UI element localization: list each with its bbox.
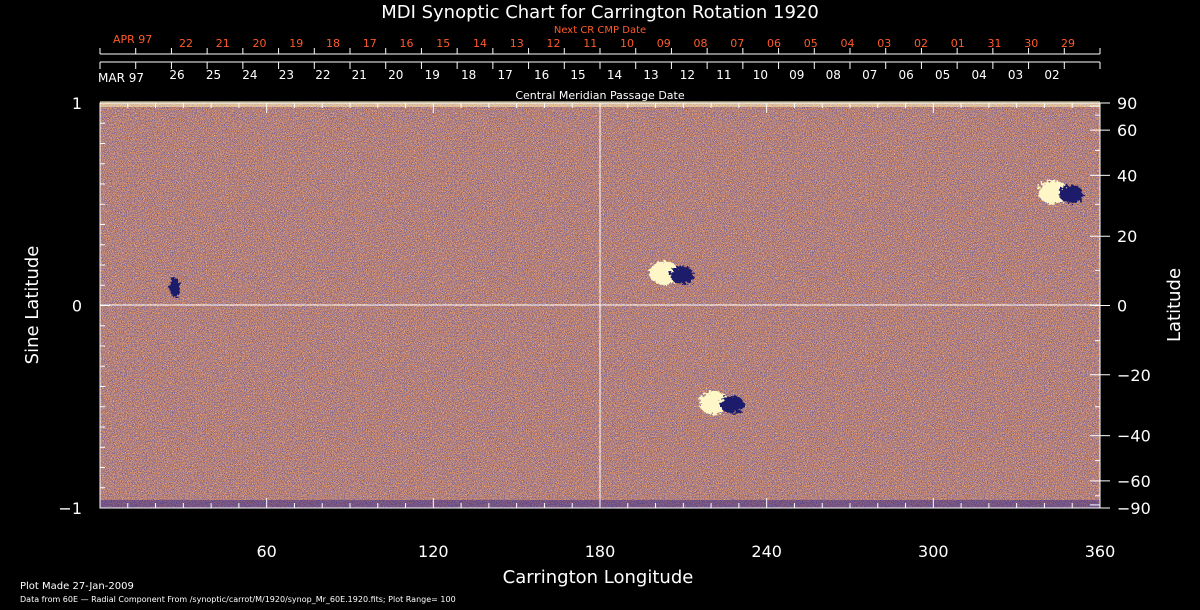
cmp-day-label: 23 bbox=[279, 68, 294, 82]
next-cr-day-label: 03 bbox=[877, 37, 891, 50]
right-tick-label: 40 bbox=[1117, 166, 1137, 185]
cmp-day-label: 18 bbox=[461, 68, 476, 82]
cmp-day-label: 02 bbox=[1044, 68, 1059, 82]
next-cr-day-label: 07 bbox=[730, 37, 744, 50]
active-regions bbox=[170, 180, 1084, 415]
next-cr-caption: Next CR CMP Date bbox=[554, 25, 646, 36]
cmp-day-label: 03 bbox=[1008, 68, 1023, 82]
active-region bbox=[699, 390, 745, 415]
right-tick-label: 0 bbox=[1117, 297, 1127, 316]
left-tick-label: −1 bbox=[58, 499, 82, 518]
x-tick-label: 360 bbox=[1085, 542, 1116, 561]
negative-polarity bbox=[670, 266, 695, 285]
right-tick-label: −20 bbox=[1117, 366, 1151, 385]
cmp-day-label: 24 bbox=[242, 68, 257, 82]
cmp-caption: Central Meridian Passage Date bbox=[515, 89, 684, 102]
active-region bbox=[649, 261, 695, 286]
next-cr-day-label: 08 bbox=[694, 37, 708, 50]
cmp-day-label: 05 bbox=[935, 68, 950, 82]
next-cr-day-label: 06 bbox=[767, 37, 781, 50]
next-cr-day-label: 11 bbox=[583, 37, 597, 50]
cmp-day-label: 09 bbox=[789, 68, 804, 82]
cmp-day-label: 06 bbox=[899, 68, 914, 82]
cmp-day-label: 22 bbox=[315, 68, 330, 82]
cmp-day-label: 20 bbox=[388, 68, 403, 82]
next-cr-day-label: 02 bbox=[914, 37, 928, 50]
cmp-day-label: 26 bbox=[169, 68, 184, 82]
active-region bbox=[170, 277, 180, 298]
next-cr-day-label: 21 bbox=[216, 37, 230, 50]
cmp-day-label: 25 bbox=[206, 68, 221, 82]
next-cr-day-label: 20 bbox=[253, 37, 267, 50]
axes: 60 120 180 240 300 36010−1906040200−20−40−60−… bbox=[58, 37, 1150, 561]
y-axis-label-left: Sine Latitude bbox=[22, 246, 43, 365]
x-tick-label: 300 bbox=[918, 542, 949, 561]
cmp-day-label: 13 bbox=[643, 68, 658, 82]
left-tick-label: 1 bbox=[72, 94, 82, 113]
next-cr-day-label: 18 bbox=[326, 37, 340, 50]
next-cr-day-label: 10 bbox=[620, 37, 634, 50]
right-tick-label: 20 bbox=[1117, 227, 1137, 246]
x-tick-label: 240 bbox=[751, 542, 782, 561]
negative-polarity bbox=[720, 395, 745, 414]
cmp-day-label: 15 bbox=[570, 68, 585, 82]
next-cr-day-label: 05 bbox=[804, 37, 818, 50]
next-cr-day-label: 19 bbox=[289, 37, 303, 50]
right-tick-label: −90 bbox=[1117, 499, 1151, 518]
right-tick-label: −60 bbox=[1117, 472, 1151, 491]
cmp-day-label: 07 bbox=[862, 68, 877, 82]
next-cr-day-label: 31 bbox=[988, 37, 1002, 50]
cmp-day-label: 14 bbox=[607, 68, 622, 82]
cmp-day-label: 17 bbox=[497, 68, 512, 82]
next-cr-day-label: 22 bbox=[179, 37, 193, 50]
next-cr-day-label: 30 bbox=[1024, 37, 1038, 50]
next-cr-day-label: 15 bbox=[436, 37, 450, 50]
cmp-day-label: 21 bbox=[352, 68, 367, 82]
cmp-day-label: 10 bbox=[753, 68, 768, 82]
data-source-note: Data from 60E — Radial Component From /s… bbox=[20, 595, 456, 604]
cmp-day-label: 11 bbox=[716, 68, 731, 82]
next-cr-day-label: 01 bbox=[951, 37, 965, 50]
next-cr-day-label: 29 bbox=[1061, 37, 1075, 50]
next-cr-day-label: 09 bbox=[657, 37, 671, 50]
cmp-day-label: 12 bbox=[680, 68, 695, 82]
chart-title: MDI Synoptic Chart for Carrington Rotati… bbox=[381, 2, 819, 23]
cmp-day-label: 04 bbox=[971, 68, 986, 82]
next-cr-day-label: 17 bbox=[363, 37, 377, 50]
next-cr-month: APR 97 bbox=[113, 33, 152, 46]
x-axis-label: Carrington Longitude bbox=[503, 567, 694, 588]
active-region bbox=[1038, 180, 1084, 205]
next-cr-day-label: 13 bbox=[510, 37, 524, 50]
next-cr-day-label: 16 bbox=[400, 37, 414, 50]
y-axis-label-right: Latitude bbox=[1164, 268, 1185, 342]
x-tick-label: 120 bbox=[418, 542, 449, 561]
x-tick-label: 180 bbox=[585, 542, 616, 561]
negative-polarity bbox=[170, 277, 180, 298]
x-tick-label: 60 bbox=[256, 542, 276, 561]
next-cr-day-label: 14 bbox=[473, 37, 487, 50]
plot-frame bbox=[99, 101, 1101, 509]
plot-made-note: Plot Made 27-Jan-2009 bbox=[20, 581, 134, 592]
negative-polarity bbox=[1059, 185, 1084, 204]
right-tick-label: −40 bbox=[1117, 427, 1151, 446]
cmp-day-label: 08 bbox=[826, 68, 841, 82]
next-cr-day-label: 12 bbox=[547, 37, 561, 50]
cmp-day-label: 16 bbox=[534, 68, 549, 82]
next-cr-day-label: 04 bbox=[841, 37, 855, 50]
right-tick-label: 90 bbox=[1117, 94, 1137, 113]
cmp-month: MAR 97 bbox=[98, 71, 144, 85]
left-tick-label: 0 bbox=[72, 297, 82, 316]
cmp-day-label: 19 bbox=[425, 68, 440, 82]
right-tick-label: 60 bbox=[1117, 121, 1137, 140]
